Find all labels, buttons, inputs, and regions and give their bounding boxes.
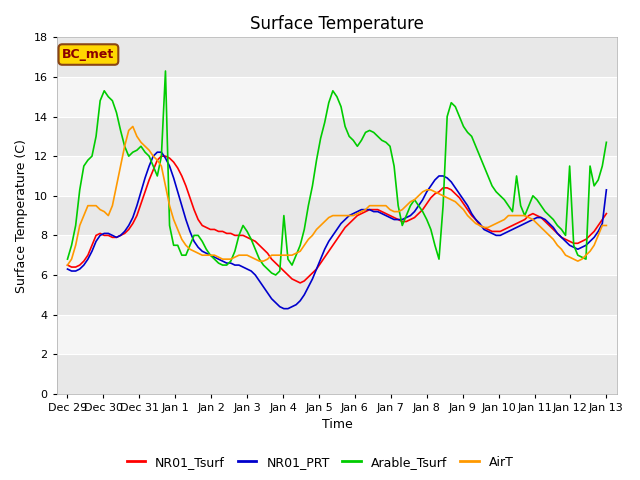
Bar: [57, 196, 617, 235]
X-axis label: Time: Time: [321, 419, 352, 432]
Bar: [57, 314, 617, 354]
Bar: [57, 37, 617, 77]
Bar: [57, 77, 617, 117]
Bar: [57, 156, 617, 196]
Title: Surface Temperature: Surface Temperature: [250, 15, 424, 33]
Bar: [57, 117, 617, 156]
Bar: [57, 354, 617, 394]
Bar: [57, 275, 617, 314]
Bar: [57, 235, 617, 275]
Y-axis label: Surface Temperature (C): Surface Temperature (C): [15, 139, 28, 292]
Legend: NR01_Tsurf, NR01_PRT, Arable_Tsurf, AirT: NR01_Tsurf, NR01_PRT, Arable_Tsurf, AirT: [122, 451, 518, 474]
Text: BC_met: BC_met: [62, 48, 115, 61]
